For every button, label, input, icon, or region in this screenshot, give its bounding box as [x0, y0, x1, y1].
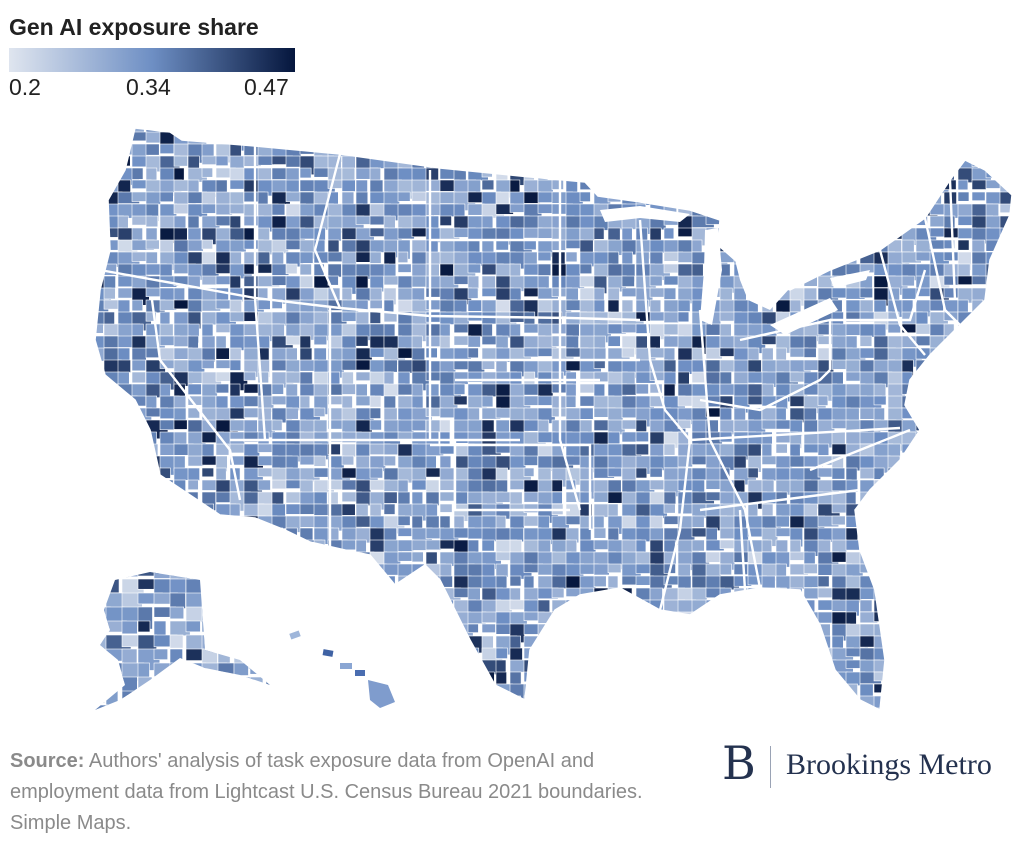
- legend-tick-min: 0.2: [9, 74, 41, 100]
- legend-title: Gen AI exposure share: [9, 14, 259, 40]
- source-label: Source:: [10, 750, 85, 772]
- state-borders: [99, 146, 961, 611]
- alaska-counties: [95, 572, 270, 710]
- hawaii-islands: [289, 630, 395, 708]
- legend-color-scale: [9, 48, 295, 72]
- logo-divider: [770, 746, 771, 788]
- logo-mark: B: [722, 736, 756, 790]
- legend-tick-max: 0.47: [244, 74, 289, 100]
- source-text: Authors' analysis of task exposure data …: [10, 750, 643, 834]
- logo-name: Brookings Metro: [786, 748, 992, 781]
- legend-tick-mid: 0.34: [126, 74, 171, 100]
- us-county-map: [0, 110, 1030, 730]
- source-note: Source: Authors' analysis of task exposu…: [10, 746, 700, 839]
